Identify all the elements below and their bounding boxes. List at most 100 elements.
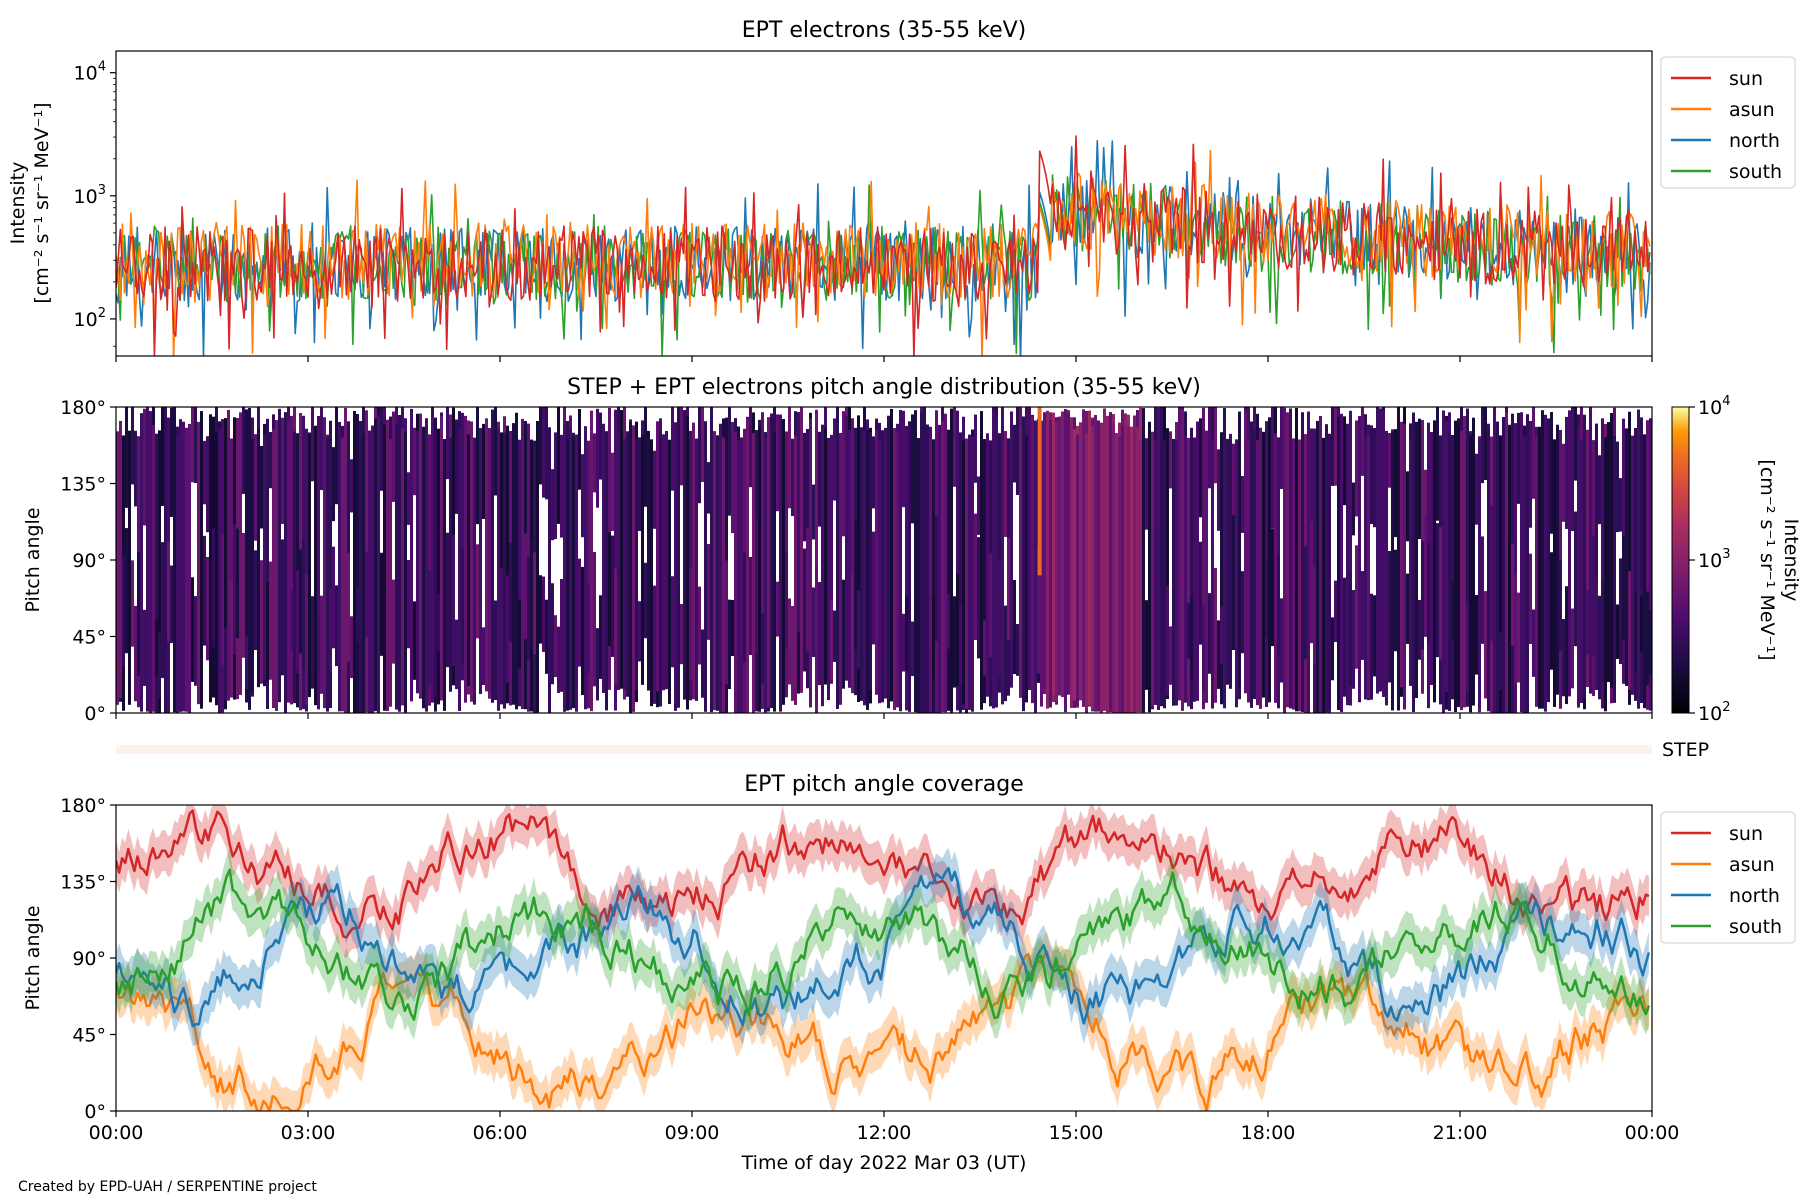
heatmap-cell (914, 410, 917, 713)
heatmap-cell (1349, 410, 1352, 706)
heatmap-cell (1289, 408, 1292, 709)
heatmap-cell (1646, 591, 1649, 686)
heatmap-cell (1436, 407, 1439, 521)
heatmap-cell (1427, 542, 1430, 642)
heatmap-cell (320, 407, 323, 491)
heatmap-cell (305, 574, 308, 705)
heatmap-cell (833, 610, 836, 662)
coverage-band-south (116, 849, 1649, 1040)
heatmap-cell (1346, 423, 1349, 706)
heatmap-cell (329, 588, 332, 674)
heatmap-cell (1298, 439, 1301, 712)
coverage-line-sun (116, 809, 1650, 939)
legend-label-south: south (1729, 161, 1782, 183)
pad-colorbar-ticks: 102 103 104 (1689, 394, 1730, 725)
heatmap-cell (1169, 431, 1172, 489)
colorbar-tick-exponent: 4 (1722, 394, 1730, 409)
heatmap-cell (1628, 571, 1631, 690)
heatmap-cell (1250, 421, 1253, 708)
heatmap-cell (905, 425, 908, 711)
heatmap-cell (1352, 590, 1355, 689)
pad-panel-title: STEP + EPT electrons pitch angle distrib… (567, 375, 1201, 400)
heatmap-cell (1610, 413, 1613, 688)
heatmap-cell (1133, 415, 1136, 713)
x-tick-label: 21:00 (1433, 1122, 1488, 1144)
heatmap-cell (911, 621, 914, 677)
heatmap-cell (1490, 506, 1493, 641)
heatmap-cell (1523, 436, 1526, 712)
heatmap-cell (632, 425, 635, 712)
heatmap-cell (125, 528, 128, 654)
heatmap-cell (812, 484, 815, 540)
heatmap-cell (350, 459, 353, 513)
colorbar-tick-exponent: 3 (1722, 547, 1730, 562)
heatmap-cell (425, 424, 428, 712)
heatmap-cell (1475, 453, 1478, 525)
heatmap-cell (1205, 430, 1208, 703)
heatmap-cell (311, 407, 314, 482)
heatmap-cell (563, 423, 566, 712)
heatmap-cell (950, 408, 953, 711)
y-tick-label: 45° (72, 1025, 106, 1047)
intensity-x-ticks (115, 356, 1653, 362)
heatmap-cell (725, 560, 728, 685)
heatmap-cell (1451, 581, 1454, 641)
heatmap-cell (713, 431, 716, 711)
heatmap-cell (803, 432, 806, 542)
pad-colorbar-label: Intensity [cm⁻² s⁻¹ sr⁻¹ MeV⁻¹] (1756, 459, 1800, 660)
heatmap-cell (983, 620, 986, 676)
heatmap-cell (1148, 423, 1151, 709)
heatmap-cell (272, 429, 275, 708)
heatmap-cell (641, 434, 644, 685)
heatmap-cell (878, 440, 881, 704)
heatmap-cell (464, 415, 467, 703)
heatmap-cell (560, 579, 563, 692)
heatmap-cell (731, 421, 734, 534)
heatmap-cell (428, 570, 431, 687)
heatmap-cell (1295, 528, 1298, 647)
heatmap-cell (335, 407, 338, 505)
heatmap-cell (1031, 415, 1034, 704)
heatmap-cell (1004, 430, 1007, 537)
heatmap-cell (455, 419, 458, 514)
heatmap-cell (677, 410, 680, 708)
heatmap-cell (548, 427, 551, 713)
colorbar-label-unit: [cm⁻² s⁻¹ sr⁻¹ MeV⁻¹] (1756, 459, 1778, 660)
heatmap-cell (1625, 428, 1628, 686)
heatmap-cell (347, 553, 350, 662)
heatmap-cell (1046, 412, 1049, 709)
heatmap-cell (593, 552, 596, 687)
heatmap-cell (509, 542, 512, 642)
heatmap-cell (497, 427, 500, 711)
heatmap-cell (653, 450, 656, 529)
heatmap-cell (1415, 421, 1418, 699)
heatmap-cell (431, 417, 434, 703)
heatmap-cell (224, 418, 227, 710)
heatmap-cell (1481, 536, 1484, 644)
heatmap-cell (1649, 610, 1652, 675)
heatmap-cell (1187, 437, 1190, 707)
heatmap-cell (416, 430, 419, 694)
heatmap-cell (1508, 425, 1511, 713)
heatmap-cell (812, 587, 815, 658)
heatmap-cell (1280, 598, 1283, 683)
heatmap-cell (1196, 421, 1199, 701)
heatmap-cell (626, 431, 629, 697)
heatmap-cell (857, 590, 860, 669)
heatmap-cell (1640, 595, 1643, 652)
heatmap-cell (1208, 407, 1211, 489)
heatmap-cell (1085, 433, 1088, 710)
heatmap-cell (1115, 433, 1118, 713)
heatmap-cell (764, 437, 767, 711)
heatmap-cell (230, 438, 233, 695)
heatmap-cell (1418, 599, 1421, 660)
heatmap-cell (1340, 413, 1343, 713)
heatmap-cell (1331, 407, 1334, 486)
heatmap-cell (1055, 422, 1058, 702)
coverage-panel-title: EPT pitch angle coverage (744, 772, 1024, 797)
heatmap-cell (803, 548, 806, 672)
heatmap-cell (998, 561, 1001, 678)
heatmap-cell (551, 583, 554, 685)
intensity-panel: EPT electrons (35-55 keV) 102 103 104 Inte… (7, 18, 1796, 362)
heatmap-cell (353, 415, 356, 713)
